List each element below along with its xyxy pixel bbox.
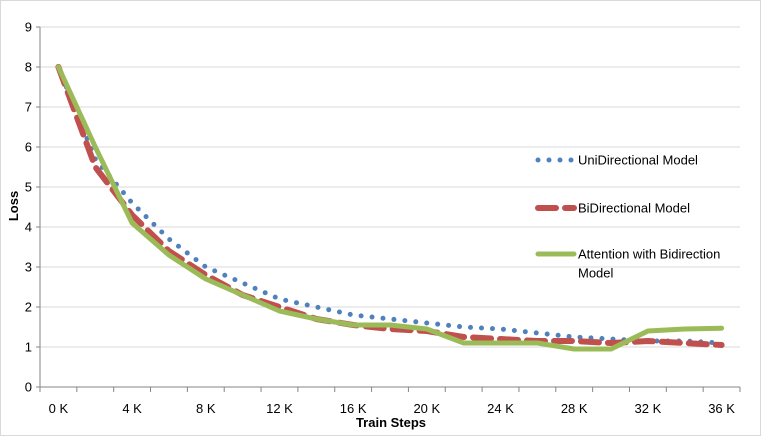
y-tick-label: 5 xyxy=(25,180,32,195)
y-tick-label: 7 xyxy=(25,100,32,115)
legend-label: Model xyxy=(578,266,614,281)
x-tick-label: 24 K xyxy=(487,401,514,416)
series-lines xyxy=(55,64,725,352)
series-line-1 xyxy=(55,64,725,346)
x-tick-label: 16 K xyxy=(340,401,367,416)
legend: UniDirectional Model BiDirectional Model A… xyxy=(535,153,720,281)
legend-label: BiDirectional Model xyxy=(578,201,690,216)
y-tick-label: 4 xyxy=(25,220,32,235)
y-tick-label: 1 xyxy=(25,340,32,355)
gridlines xyxy=(40,26,740,348)
x-tick-label: 20 K xyxy=(413,401,440,416)
y-tick-label: 9 xyxy=(25,20,32,35)
x-tick-label: 32 K xyxy=(635,401,662,416)
x-tick-label: 8 K xyxy=(196,401,216,416)
x-tick-label: 0 K xyxy=(49,401,69,416)
y-tick-label: 3 xyxy=(25,260,32,275)
y-axis-title: Loss xyxy=(6,191,21,221)
y-tick-label: 0 xyxy=(25,380,32,395)
x-tick-label: 36 K xyxy=(708,401,735,416)
x-tick-label: 28 K xyxy=(561,401,588,416)
axes xyxy=(36,26,741,392)
series-line-2 xyxy=(55,64,725,348)
x-axis-title: Train Steps xyxy=(356,415,426,430)
legend-label: UniDirectional Model xyxy=(578,153,698,168)
x-tick-label: 4 K xyxy=(122,401,142,416)
legend-label: Attention with Bidirection xyxy=(578,247,720,262)
tick-labels: 0 1 2 3 4 5 6 7 8 9 0 K 4 K 8 K 12 K 16 K 20 K 24 K 28 K 3… xyxy=(25,20,736,417)
x-tick-label: 12 K xyxy=(266,401,293,416)
y-tick-label: 8 xyxy=(25,60,32,75)
y-tick-label: 6 xyxy=(25,140,32,155)
y-tick-label: 2 xyxy=(25,300,32,315)
series-line-3 xyxy=(55,64,725,352)
